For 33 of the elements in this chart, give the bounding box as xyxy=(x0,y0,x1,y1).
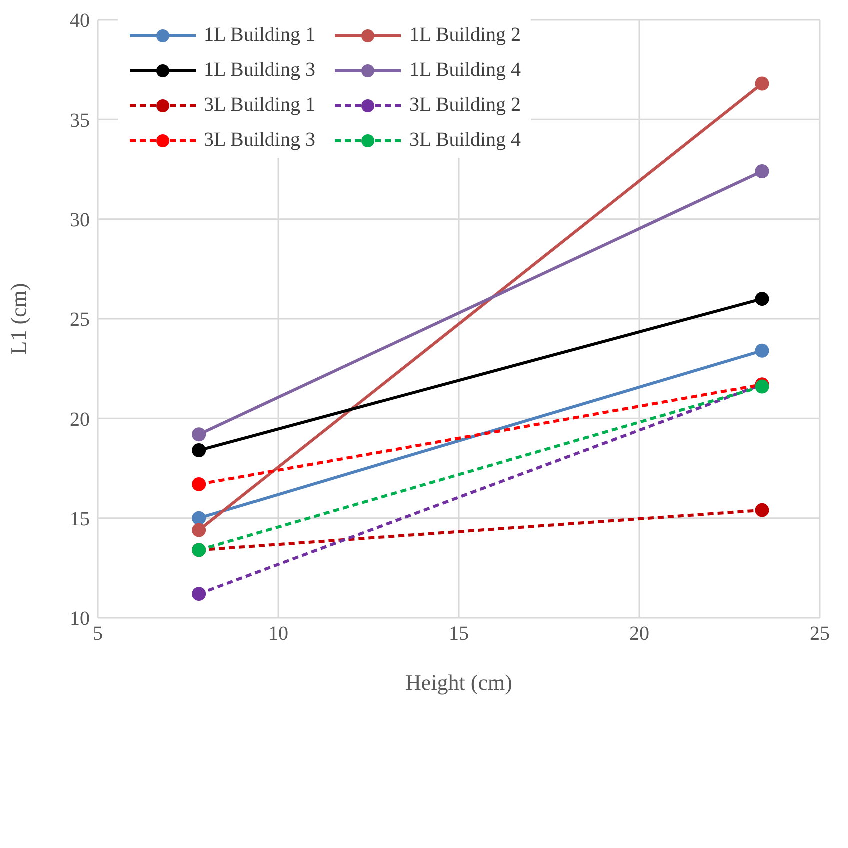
x-tick-label: 10 xyxy=(268,623,288,646)
point xyxy=(192,428,206,442)
y-tick-label: 35 xyxy=(70,110,90,132)
y-tick-label: 10 xyxy=(70,608,90,630)
legend-label: 1L Building 2 xyxy=(409,24,521,47)
point xyxy=(192,587,206,602)
legend-label: 1L Building 1 xyxy=(204,24,316,47)
point xyxy=(192,444,206,458)
x-tick-label: 5 xyxy=(93,623,103,646)
point xyxy=(755,503,770,518)
point xyxy=(755,344,770,358)
point xyxy=(755,292,770,306)
point xyxy=(755,164,770,178)
legend-label: 3L Building 2 xyxy=(409,94,521,117)
x-tick-label: 15 xyxy=(449,623,469,646)
legend-label: 3L Building 3 xyxy=(204,129,316,152)
point xyxy=(192,511,206,526)
legend-label: 1L Building 4 xyxy=(409,59,521,82)
y-axis-title: L1 (cm) xyxy=(6,283,31,355)
y-tick-label: 15 xyxy=(70,508,90,530)
y-tick-label: 40 xyxy=(70,10,90,32)
legend-label: 3L Building 1 xyxy=(204,94,316,117)
point xyxy=(192,523,206,538)
y-tick-label: 20 xyxy=(70,408,90,431)
y-tick-label: 30 xyxy=(70,209,90,232)
point xyxy=(192,477,206,492)
y-tick-label: 25 xyxy=(70,309,90,332)
x-tick-label: 20 xyxy=(630,623,650,646)
legend-label: 1L Building 3 xyxy=(204,59,316,82)
point xyxy=(755,76,770,91)
x-axis-title: Height (cm) xyxy=(406,670,512,695)
x-tick-label: 25 xyxy=(810,623,830,646)
legend-label: 3L Building 4 xyxy=(409,129,521,152)
